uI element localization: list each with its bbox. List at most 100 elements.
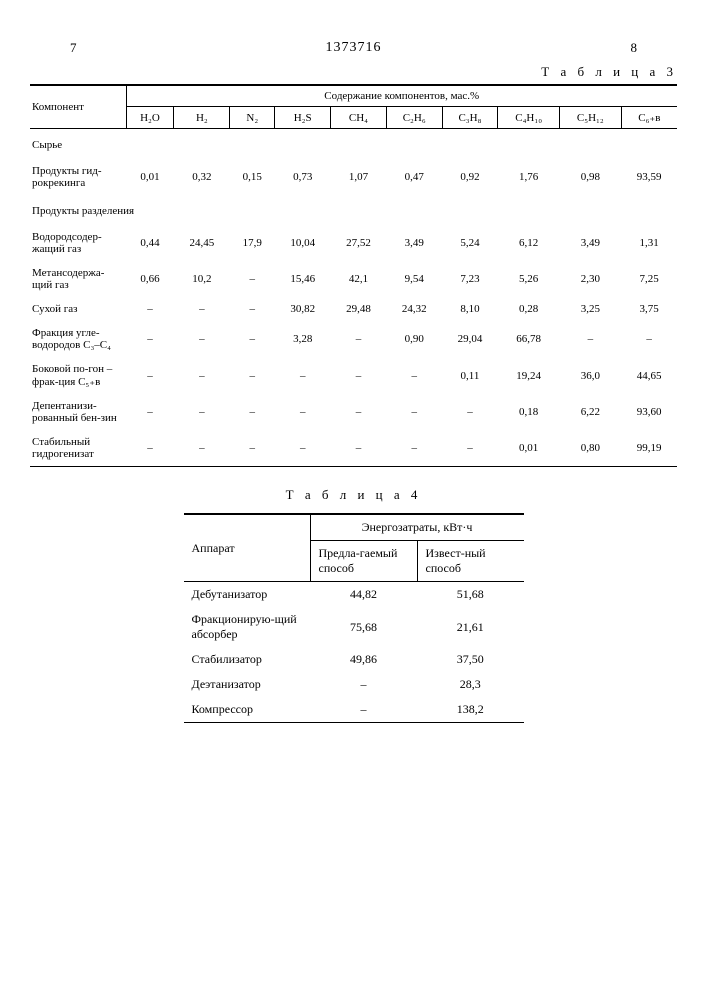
table-cell: – (442, 394, 498, 430)
table-cell: – (559, 321, 621, 357)
table-cell: 0,47 (386, 159, 442, 195)
table-cell: 3,49 (386, 225, 442, 261)
t3-col-c3h8: C₃H₈ (442, 107, 498, 129)
table-row-label: Стабилизатор (184, 647, 311, 672)
table-cell: – (331, 357, 387, 394)
table-row-label: Метансодержа-щий газ (30, 261, 126, 297)
table-cell: 66,78 (498, 321, 560, 357)
table-cell: – (126, 297, 174, 321)
table-cell: 28,3 (417, 672, 524, 697)
table-cell: 17,9 (230, 225, 275, 261)
page-header: 7 1373716 8 (30, 40, 677, 56)
table-cell: 9,54 (386, 261, 442, 297)
table-cell: 51,68 (417, 582, 524, 608)
table-cell: 1,76 (498, 159, 560, 195)
table-cell: 36,0 (559, 357, 621, 394)
table3: Компонент Содержание компонентов, мас.% … (30, 84, 677, 467)
table-cell: 29,48 (331, 297, 387, 321)
table-cell: 29,04 (442, 321, 498, 357)
table-cell: 6,12 (498, 225, 560, 261)
table-cell: – (386, 394, 442, 430)
table-cell: 3,25 (559, 297, 621, 321)
table-cell: – (331, 321, 387, 357)
table-cell: 0,15 (230, 159, 275, 195)
table-row-label: Компрессор (184, 697, 311, 723)
table-cell: 0,01 (126, 159, 174, 195)
table-cell: 1,31 (621, 225, 677, 261)
t3-col-ch4: CH₄ (331, 107, 387, 129)
table-cell: 10,2 (174, 261, 230, 297)
t3-col-c6: C₆₊в (621, 107, 677, 129)
table-cell: – (230, 394, 275, 430)
table-cell: 0,01 (498, 430, 560, 467)
table-row-label: Боковой по-гон – фрак-ция C₅₊в (30, 357, 126, 394)
table-cell: – (126, 430, 174, 467)
table-cell: 7,25 (621, 261, 677, 297)
table3-caption: Т а б л и ц а 3 (30, 64, 677, 80)
table-cell: 2,30 (559, 261, 621, 297)
table-cell: 0,11 (442, 357, 498, 394)
table-cell: 6,22 (559, 394, 621, 430)
table-cell: – (230, 261, 275, 297)
table-row-label: Продукты гид-рокрекинга (30, 159, 126, 195)
table-cell: 99,19 (621, 430, 677, 467)
table-cell: 0,66 (126, 261, 174, 297)
table-cell: 93,60 (621, 394, 677, 430)
table-cell: 3,75 (621, 297, 677, 321)
table-cell: 3,49 (559, 225, 621, 261)
table-cell: – (230, 297, 275, 321)
table-cell: – (126, 357, 174, 394)
table-cell: 10,04 (275, 225, 331, 261)
table-row-label: Фракция угле-водородов C₃–C₄ (30, 321, 126, 357)
table-cell: 0,90 (386, 321, 442, 357)
t3-col-h2s: H₂S (275, 107, 331, 129)
table-cell: 75,68 (310, 607, 417, 647)
table-cell: 3,28 (275, 321, 331, 357)
table-cell: – (230, 321, 275, 357)
t3-col-h2: H₂ (174, 107, 230, 129)
table-cell: 30,82 (275, 297, 331, 321)
page-number-right: 8 (631, 40, 638, 56)
table-row-label: Стабильный гидрогенизат (30, 430, 126, 467)
table-cell: 0,80 (559, 430, 621, 467)
table-cell: 5,24 (442, 225, 498, 261)
t4-header-known: Извест-ный способ (417, 541, 524, 582)
table3-header-group: Содержание компонентов, мас.% (126, 85, 677, 107)
t3-col-c4h10: C₄H₁₀ (498, 107, 560, 129)
table-cell: 21,61 (417, 607, 524, 647)
t4-header-group: Энергозатраты, кВт·ч (310, 514, 524, 541)
table-cell: – (310, 672, 417, 697)
table-cell: 0,18 (498, 394, 560, 430)
table-cell: 0,28 (498, 297, 560, 321)
table-cell: 1,07 (331, 159, 387, 195)
t4-header-apparatus: Аппарат (184, 514, 311, 582)
table-cell: 44,82 (310, 582, 417, 608)
table-cell: – (275, 394, 331, 430)
table4-caption: Т а б л и ц а 4 (30, 487, 677, 503)
t3-col-n2: N₂ (230, 107, 275, 129)
table4: Аппарат Энергозатраты, кВт·ч Предла-гаем… (184, 513, 524, 723)
table-cell: 0,44 (126, 225, 174, 261)
table-cell: – (230, 357, 275, 394)
table-cell: – (174, 321, 230, 357)
table-cell: 7,23 (442, 261, 498, 297)
table-cell: – (310, 697, 417, 723)
table-cell: 27,52 (331, 225, 387, 261)
table-row-label: Фракционирую-щий абсорбер (184, 607, 311, 647)
table-cell: 24,32 (386, 297, 442, 321)
table-cell: 0,73 (275, 159, 331, 195)
table-cell: – (126, 321, 174, 357)
table-section-label: Сырье (30, 129, 677, 160)
table-row-label: Депентанизи-рованный бен-зин (30, 394, 126, 430)
table-cell: 8,10 (442, 297, 498, 321)
table-cell: – (126, 394, 174, 430)
table-cell: 0,98 (559, 159, 621, 195)
t3-col-c5h12: C₅H₁₂ (559, 107, 621, 129)
t3-col-c2h6: C₂H₆ (386, 107, 442, 129)
table3-header-component: Компонент (30, 85, 126, 129)
table-cell: 0,92 (442, 159, 498, 195)
table-row-label: Дебутанизатор (184, 582, 311, 608)
table-cell: 0,32 (174, 159, 230, 195)
table-cell: – (621, 321, 677, 357)
table-row-label: Деэтанизатор (184, 672, 311, 697)
